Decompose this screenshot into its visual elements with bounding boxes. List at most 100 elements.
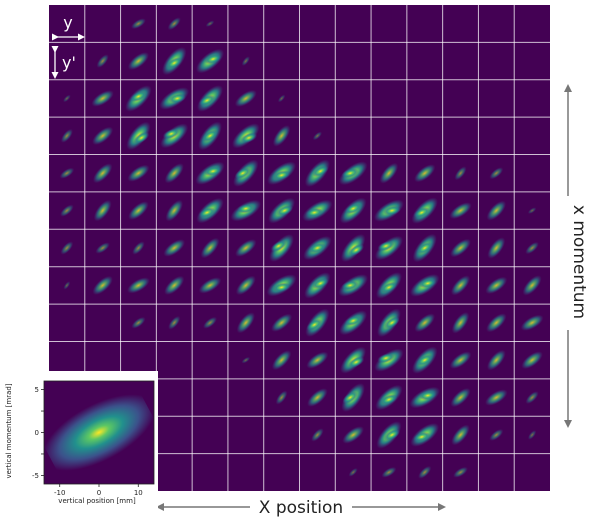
phase-cell-10-12 xyxy=(485,389,508,406)
phase-cell-6-2 xyxy=(132,241,145,255)
phase-cell-10-7 xyxy=(307,388,328,407)
phase-cell-7-11 xyxy=(450,275,471,296)
phase-cell-10-9 xyxy=(375,384,403,411)
phase-cell-6-0 xyxy=(60,241,74,255)
inset-y-tick-label: 0 xyxy=(35,429,39,437)
inset-y-tick-label: -5 xyxy=(32,472,39,480)
phase-cell-5-12 xyxy=(486,200,507,221)
phase-cell-7-9 xyxy=(375,272,402,299)
phase-cell-3-0 xyxy=(60,128,73,143)
phase-cell-1-5 xyxy=(241,56,250,66)
phase-cell-3-3 xyxy=(160,123,189,149)
x-axis-label: X position xyxy=(259,498,343,518)
cell-legend-vertical-label: y' xyxy=(62,53,76,72)
phase-cell-5-10 xyxy=(411,197,438,224)
inset-y-axis-label: vertical momentum [mrad] xyxy=(5,383,13,478)
phase-cell-2-6 xyxy=(277,94,286,103)
phase-cell-8-11 xyxy=(451,311,470,334)
y-axis-label: x momentum xyxy=(569,205,589,319)
inset-x-tick-label: 0 xyxy=(97,489,101,497)
phase-cell-5-8 xyxy=(339,197,367,224)
inset-x-tick-label: 10 xyxy=(134,489,143,497)
phase-cell-5-6 xyxy=(268,197,296,224)
phase-cell-3-7 xyxy=(312,131,323,141)
phase-cell-7-0 xyxy=(63,281,71,290)
phase-cell-9-9 xyxy=(374,348,404,372)
phase-cell-4-12 xyxy=(489,167,504,180)
phase-cell-2-3 xyxy=(159,87,190,110)
phase-cell-9-12 xyxy=(486,349,506,371)
phase-cell-4-4 xyxy=(195,161,225,185)
phase-cell-6-11 xyxy=(450,238,471,258)
phase-cell-12-10 xyxy=(418,465,432,479)
inset-x-axis-label: vertical position [mm] xyxy=(58,497,136,505)
phase-cell-4-6 xyxy=(267,161,297,185)
phase-cell-2-1 xyxy=(91,90,114,107)
y-axis-annotation: x momentum xyxy=(564,84,589,428)
x-axis-annotation: X position xyxy=(156,498,446,518)
phase-cell-3-2 xyxy=(126,121,151,151)
phase-cell-11-12 xyxy=(489,428,504,441)
phase-cell-11-8 xyxy=(342,426,364,444)
phase-cell-7-13 xyxy=(522,275,542,296)
phase-cell-3-6 xyxy=(272,125,291,147)
phase-cell-4-3 xyxy=(164,163,184,184)
phase-cell-10-11 xyxy=(450,387,471,408)
phase-cell-10-8 xyxy=(341,383,365,412)
phase-cell-5-0 xyxy=(60,204,74,217)
phase-cell-4-11 xyxy=(454,166,467,181)
phase-cell-7-5 xyxy=(235,275,256,296)
phase-cell-1-1 xyxy=(96,54,109,68)
phase-cell-8-9 xyxy=(377,308,401,338)
inset-plot: -10 0 10 5 0 -5 vertical position [mm] vertic… xyxy=(5,380,156,505)
phase-cell-5-13 xyxy=(527,207,537,214)
phase-cell-7-4 xyxy=(198,277,222,294)
phase-cell-7-8 xyxy=(338,274,369,297)
phase-cell-5-4 xyxy=(196,197,224,224)
phase-cell-12-11 xyxy=(453,466,468,478)
phase-cell-8-10 xyxy=(414,313,436,333)
phase-cell-8-6 xyxy=(271,313,293,332)
phase-cell-5-2 xyxy=(128,201,149,220)
phase-cell-10-13 xyxy=(525,391,539,404)
phase-cell-6-3 xyxy=(163,239,186,257)
phase-cell-8-13 xyxy=(520,314,544,331)
phase-cell-9-8 xyxy=(340,346,367,374)
phase-cell-9-10 xyxy=(412,346,438,374)
phase-cell-1-2 xyxy=(127,52,150,71)
phase-cell-6-10 xyxy=(412,233,437,263)
phase-cell-7-12 xyxy=(485,276,508,295)
phase-cell-4-7 xyxy=(304,159,330,187)
phase-cell-2-2 xyxy=(125,85,152,112)
phase-cell-8-4 xyxy=(203,316,218,329)
phase-cell-11-13 xyxy=(527,430,537,440)
phase-cell-11-10 xyxy=(410,423,440,447)
phase-cell-2-5 xyxy=(234,89,257,107)
phase-cell-12-9 xyxy=(381,466,397,478)
phase-cell-1-3 xyxy=(162,47,187,76)
phase-cell-4-2 xyxy=(127,164,150,182)
phase-cell-9-5 xyxy=(241,356,251,364)
phase-cell-7-7 xyxy=(304,272,331,299)
phase-cell-2-4 xyxy=(197,85,224,112)
phase-cell-5-7 xyxy=(302,199,333,222)
phase-cell-6-6 xyxy=(269,234,294,262)
phase-cell-10-6 xyxy=(275,390,288,405)
phase-cell-5-5 xyxy=(230,199,262,222)
phase-cell-5-11 xyxy=(449,202,472,219)
phase-cell-2-0 xyxy=(63,94,71,103)
phase-cell-11-11 xyxy=(451,424,470,446)
phase-cell-10-10 xyxy=(409,386,440,409)
phase-cell-6-1 xyxy=(95,242,110,254)
phase-cell-8-3 xyxy=(168,315,181,330)
inset-plot-panel: -10 0 10 5 0 -5 vertical position [mm] vertic… xyxy=(2,371,158,511)
phase-cell-4-10 xyxy=(414,164,436,183)
phase-cell-6-5 xyxy=(235,239,257,257)
phase-cell-4-1 xyxy=(92,163,113,184)
phase-cell-6-12 xyxy=(487,237,506,259)
inset-x-tick-label: -10 xyxy=(54,489,65,497)
phase-cell-7-3 xyxy=(164,275,185,295)
phase-cell-6-9 xyxy=(374,235,404,261)
phase-cell-6-13 xyxy=(525,241,539,255)
phase-cell-3-1 xyxy=(92,126,114,145)
